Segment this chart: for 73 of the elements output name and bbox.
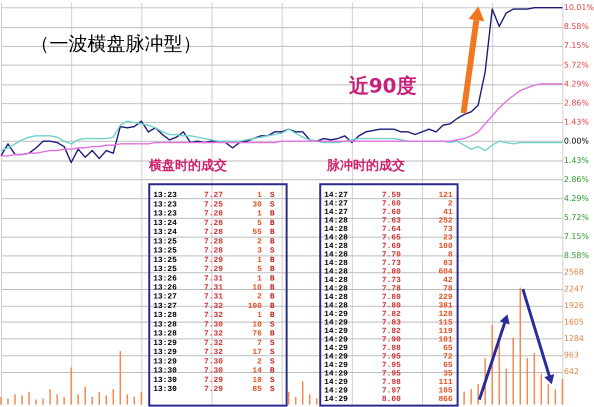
text: 14:29 7.95 35 bbox=[324, 370, 453, 379]
text: 13:27 7.31 2 B bbox=[153, 292, 275, 302]
text: 14:28 7.63 252 bbox=[324, 216, 453, 226]
text: 13:30 7.30 14 B bbox=[153, 366, 275, 376]
y-tick-label: 1605 bbox=[564, 317, 584, 326]
text: 14:29 7.97 105 bbox=[324, 386, 453, 396]
y-tick-label: 2568 bbox=[564, 268, 584, 277]
text: 13:25 7.29 5 B bbox=[153, 265, 275, 274]
text: 14:29 7.82 128 bbox=[324, 310, 453, 320]
y-tick-label: 5.72% bbox=[564, 213, 590, 222]
annotation: 近90度 bbox=[348, 74, 416, 98]
text: 13:23 7.28 1 B bbox=[153, 210, 275, 219]
text: 13:30 7.29 85 S bbox=[153, 385, 275, 394]
y-tick-label: 2.86% bbox=[564, 98, 590, 108]
text: 14:28 7.73 42 bbox=[324, 276, 453, 286]
text: 14:29 7.95 65 bbox=[324, 361, 453, 370]
text: 14:28 7.64 73 bbox=[324, 225, 453, 234]
text: 14:29 7.95 72 bbox=[324, 352, 453, 362]
text: 13:27 7.32 100 B bbox=[153, 302, 275, 311]
text: 14:28 7.78 78 bbox=[324, 284, 453, 294]
y-tick-label: 2.86% bbox=[564, 174, 590, 184]
y-tick-label: 8.58% bbox=[564, 251, 590, 260]
text: 13:26 7.31 10 B bbox=[153, 284, 275, 292]
text: 14:29 7.88 65 bbox=[324, 344, 453, 354]
text: 14:27 7.59 121 bbox=[324, 191, 453, 200]
text: 13:24 7.28 5 B bbox=[153, 218, 275, 228]
text: 13:29 7.32 7 S bbox=[153, 338, 275, 348]
text: 14:27 7.60 2 bbox=[324, 200, 453, 209]
text: 14:29 7.90 101 bbox=[324, 336, 453, 345]
y-tick-label: 963 bbox=[564, 350, 579, 360]
text: 14:29 7.82 119 bbox=[324, 327, 453, 336]
text: 14:29 7.83 115 bbox=[324, 318, 453, 328]
y-tick-label: 0.00% bbox=[564, 136, 590, 146]
text: 13:28 7.32 1 B bbox=[153, 311, 275, 320]
text: 14:28 7.73 83 bbox=[324, 259, 453, 268]
text: 13:23 7.27 1 S bbox=[153, 191, 275, 200]
y-tick-label: 1284 bbox=[564, 334, 584, 343]
text: 13:29 7.30 2 S bbox=[153, 357, 275, 366]
y-tick-label: 1926 bbox=[564, 300, 584, 310]
line-series bbox=[0, 120, 564, 152]
y-tick-label: 10.01% bbox=[564, 3, 594, 12]
y-tick-label: 8.58% bbox=[564, 22, 590, 32]
text: 13:26 7.31 1 B bbox=[153, 274, 275, 284]
text: 14:28 7.80 381 bbox=[324, 302, 453, 311]
text: 13:28 7.30 10 S bbox=[153, 320, 275, 330]
text: 13:28 7.32 76 B bbox=[153, 330, 275, 339]
y-tick-label: 7.15% bbox=[564, 41, 590, 50]
text: 14:28 7.69 100 bbox=[324, 242, 453, 252]
y-tick-label: 1.43% bbox=[564, 118, 590, 127]
annotation: 横盘时的成交 bbox=[148, 157, 228, 174]
y-tick-label: 1.43% bbox=[564, 156, 590, 165]
text: 13:25 7.28 3 S bbox=[153, 246, 275, 256]
annotation: 脉冲时的成交 bbox=[326, 157, 406, 174]
text: 13:23 7.25 30 S bbox=[153, 200, 275, 210]
y-tick-label: 2247 bbox=[564, 284, 584, 294]
y-tick-label: 4.29% bbox=[564, 194, 590, 203]
text: 14:29 7.98 111 bbox=[324, 378, 453, 388]
y-tick-label: 4.29% bbox=[564, 79, 590, 88]
text: 14:29 8.00 866 bbox=[324, 395, 453, 404]
text: 13:29 7.32 17 S bbox=[153, 348, 275, 358]
text: 14:28 7.65 23 bbox=[324, 234, 453, 243]
text: 13:25 7.28 2 B bbox=[153, 237, 275, 246]
y-tick-label: 7.15% bbox=[564, 232, 590, 242]
y-tick-label: 5.72% bbox=[564, 60, 590, 70]
text: 13:24 7.28 55 B bbox=[153, 228, 275, 238]
text: 14:28 7.80 604 bbox=[324, 268, 453, 277]
text: 14:28 7.70 8 bbox=[324, 250, 453, 260]
text: 14:28 7.80 229 bbox=[324, 293, 453, 302]
y-tick-label: 642 bbox=[564, 367, 579, 376]
text: 14:27 7.60 41 bbox=[324, 208, 453, 218]
text: 13:30 7.29 10 S bbox=[153, 376, 275, 385]
text: （一波横盘脉冲型） bbox=[30, 32, 202, 55]
text: 13:25 7.29 1 B bbox=[153, 256, 275, 265]
